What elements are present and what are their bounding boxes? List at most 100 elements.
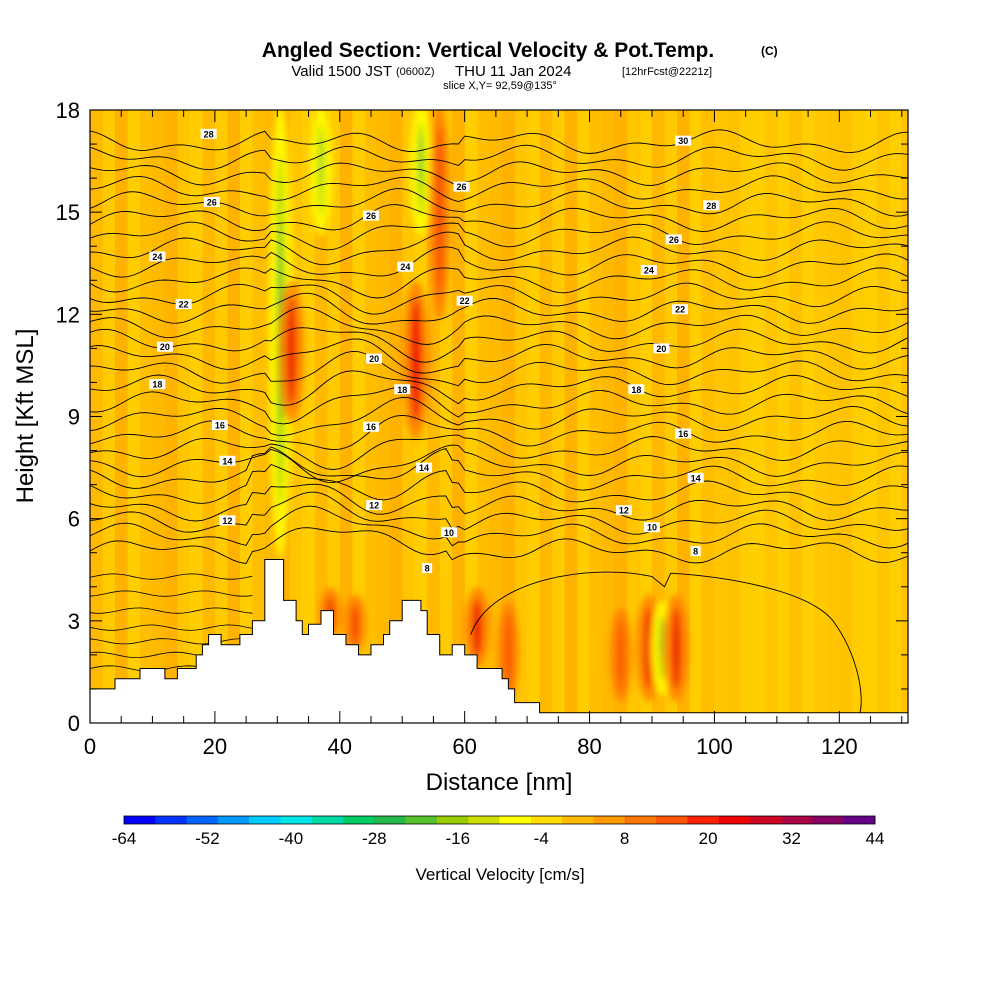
- colorbar-tick-label: 44: [866, 829, 885, 848]
- svg-text:8: 8: [425, 564, 430, 574]
- velocity-band: [252, 110, 266, 723]
- svg-text:20: 20: [369, 354, 379, 364]
- velocity-band: [214, 110, 228, 723]
- theta-contour: [90, 385, 908, 425]
- velocity-band: [514, 110, 528, 723]
- theta-contour: [90, 483, 908, 522]
- updraft-feature: [662, 594, 689, 702]
- theta-contour: [90, 624, 253, 631]
- updraft-feature: [497, 601, 520, 702]
- updraft-feature: [609, 608, 632, 702]
- colorbar-swatch: [499, 816, 532, 824]
- colorbar-swatch: [655, 816, 688, 824]
- theta-contour: [90, 144, 908, 171]
- contour-label: 18: [394, 384, 411, 395]
- velocity-band: [564, 110, 578, 723]
- subtitle-zulu: (0600Z): [396, 66, 435, 78]
- updraft-feature: [344, 594, 367, 655]
- y-axis: 0 3 6 9 12 15 18: [56, 98, 908, 736]
- svg-text:20: 20: [160, 342, 170, 352]
- velocity-band: [339, 110, 353, 723]
- colorbar-tick-label: 32: [782, 829, 801, 848]
- velocity-band: [527, 110, 541, 723]
- svg-text:14: 14: [419, 463, 429, 473]
- svg-text:26: 26: [207, 197, 217, 207]
- svg-text:22: 22: [675, 305, 685, 315]
- colorbar-tick-label: -64: [112, 829, 137, 848]
- svg-text:18: 18: [152, 380, 162, 390]
- contour-label: 10: [441, 527, 458, 538]
- colorbar-swatch: [593, 816, 625, 824]
- contour-label: 14: [219, 455, 236, 466]
- colorbar-tick-label: -28: [362, 829, 387, 848]
- theta-contours: [90, 129, 908, 672]
- velocity-band: [302, 110, 316, 723]
- svg-text:20: 20: [656, 344, 666, 354]
- contour-label: 26: [362, 210, 379, 221]
- theta-contour: [90, 129, 908, 154]
- theta-contour: [90, 573, 253, 580]
- colorbar-swatch: [687, 816, 719, 824]
- updraft-feature: [464, 587, 491, 668]
- contour-label: 20: [366, 353, 383, 364]
- colorbar-swatch: [436, 816, 469, 824]
- velocity-band: [364, 110, 378, 723]
- subtitle-fcst: [12hrFcst@2221z]: [622, 66, 712, 78]
- contour-label: 22: [175, 299, 192, 310]
- svg-text:18: 18: [397, 385, 407, 395]
- downdraft-feature: [310, 110, 333, 236]
- contour-label: 14: [416, 462, 433, 473]
- svg-text:28: 28: [706, 201, 716, 211]
- contour-label: 18: [628, 384, 645, 395]
- theta-contour: [90, 370, 908, 406]
- subtitle-date: THU 11 Jan 2024: [455, 63, 571, 80]
- svg-text:26: 26: [457, 182, 467, 192]
- colorbar-swatch: [217, 816, 250, 824]
- x-tick-label: 80: [577, 734, 601, 759]
- velocity-band: [489, 110, 503, 723]
- velocity-band: [477, 110, 491, 723]
- colorbar-tick-label: -52: [195, 829, 220, 848]
- theta-contour: [90, 638, 253, 645]
- colorbar-swatch: [781, 816, 813, 824]
- velocity-band: [652, 110, 665, 723]
- colorbar-tick-label: -40: [279, 829, 304, 848]
- velocity-band: [227, 110, 241, 723]
- velocity-band: [639, 110, 653, 723]
- velocity-band: [152, 110, 166, 723]
- contour-label: 20: [156, 341, 173, 352]
- theta-contour: [90, 267, 908, 299]
- svg-text:18: 18: [631, 385, 641, 395]
- contour-label: 24: [640, 265, 657, 276]
- theta-contour: [90, 434, 908, 470]
- theta-contour: [90, 327, 908, 363]
- x-tick-label: 60: [452, 734, 476, 759]
- theta-contour: [90, 221, 908, 251]
- svg-text:30: 30: [678, 136, 688, 146]
- colorbar-swatch: [186, 816, 219, 824]
- x-tick-label: 20: [203, 734, 227, 759]
- velocity-band: [140, 110, 153, 723]
- svg-text:26: 26: [366, 211, 376, 221]
- contour-label: 16: [211, 420, 228, 431]
- theta-contour: [90, 282, 908, 315]
- contour-label: 28: [200, 128, 217, 139]
- theta-contour: [90, 607, 253, 614]
- theta-contour: [90, 161, 908, 187]
- velocity-band: [577, 110, 591, 723]
- colorbar-tick-label: -4: [534, 829, 549, 848]
- x-tick-label: 120: [821, 734, 858, 759]
- theta-contour: [90, 446, 908, 491]
- colorbar: -64 -52 -40 -28 -16 -4 8 20 32 44: [112, 815, 885, 848]
- chart-title-tag: (C): [761, 44, 778, 58]
- x-tick-label: 40: [328, 734, 352, 759]
- colorbar-swatch: [530, 816, 563, 824]
- theta-contour: [90, 188, 908, 217]
- contour-label: 12: [366, 500, 383, 511]
- x-tick-label: 100: [696, 734, 733, 759]
- theta-contour: [90, 463, 908, 506]
- contour-label: 18: [149, 379, 166, 390]
- velocity-band: [539, 110, 553, 723]
- colorbar-swatch: [374, 816, 406, 824]
- chart-subtitle: Valid 1500 JST (0600Z) THU 11 Jan 2024 […: [291, 63, 712, 80]
